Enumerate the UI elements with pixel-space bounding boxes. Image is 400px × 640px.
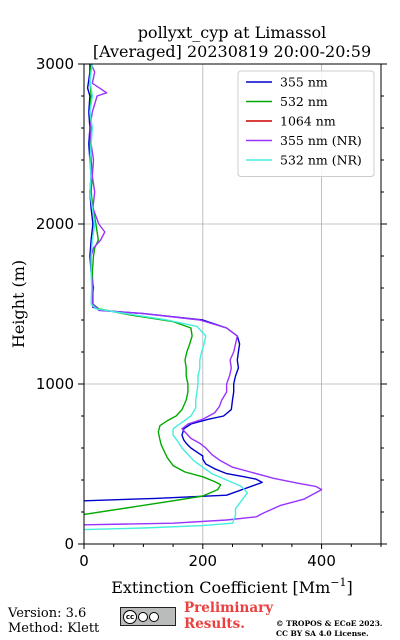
series-line-3 — [83, 63, 323, 526]
legend: 355 nm 532 nm 1064 nm 355 nm (NR) 532 nm (NR… — [237, 70, 375, 177]
copyright-line-2: CC BY SA 4.0 License. — [276, 629, 369, 638]
x-tick-label: 0 — [79, 552, 89, 570]
series-line-4 — [83, 63, 249, 531]
x-axis-label: Extinction Coefficient [Mm−1] — [111, 576, 353, 597]
legend-label: 355 nm (NR) — [280, 133, 362, 148]
creative-commons-icon: cc — [123, 609, 137, 624]
version-info: Version: 3.6 Method: Klett — [8, 606, 99, 636]
y-axis-label: Height (m) — [9, 260, 28, 348]
method-text: Method: Klett — [8, 621, 100, 636]
y-tick-label: 0 — [64, 535, 74, 553]
cc-license-badge: cc — [120, 607, 176, 626]
legend-box — [237, 70, 375, 177]
preliminary-notice: Preliminary Results. — [184, 600, 274, 632]
series-lines — [83, 63, 323, 531]
preliminary-line-2: Results. — [184, 615, 245, 632]
legend-label: 1064 nm — [280, 114, 336, 129]
y-tick-label: 2000 — [36, 215, 74, 233]
y-tick-label: 1000 — [36, 375, 74, 393]
legend-label: 355 nm — [280, 75, 328, 90]
x-tick-label: 400 — [307, 552, 336, 570]
axis-ticks: 0 200 400 0 1000 2000 3000 — [36, 55, 387, 570]
attribution-icon — [138, 611, 148, 622]
chart-title: pollyxt_cyp at Limassol — [138, 23, 327, 42]
preliminary-line-1: Preliminary — [184, 600, 274, 616]
extinction-profile-chart: pollyxt_cyp at Limassol [Averaged] 20230… — [9, 23, 387, 597]
y-tick-label: 3000 — [36, 55, 74, 73]
x-axis-label-superscript: −1 — [330, 576, 346, 589]
chart-subtitle: [Averaged] 20230819 20:00-20:59 — [93, 42, 371, 61]
x-tick-label: 200 — [188, 552, 217, 570]
series-line-1 — [83, 63, 222, 516]
legend-label: 532 nm (NR) — [280, 153, 362, 168]
share-alike-icon — [149, 611, 159, 622]
legend-label: 532 nm — [280, 94, 328, 109]
version-text: Version: 3.6 — [8, 606, 87, 621]
copyright-line-1: © TROPOS & ECoE 2023. — [276, 619, 383, 628]
copyright-notice: © TROPOS & ECoE 2023. CC BY SA 4.0 Licen… — [276, 619, 383, 639]
